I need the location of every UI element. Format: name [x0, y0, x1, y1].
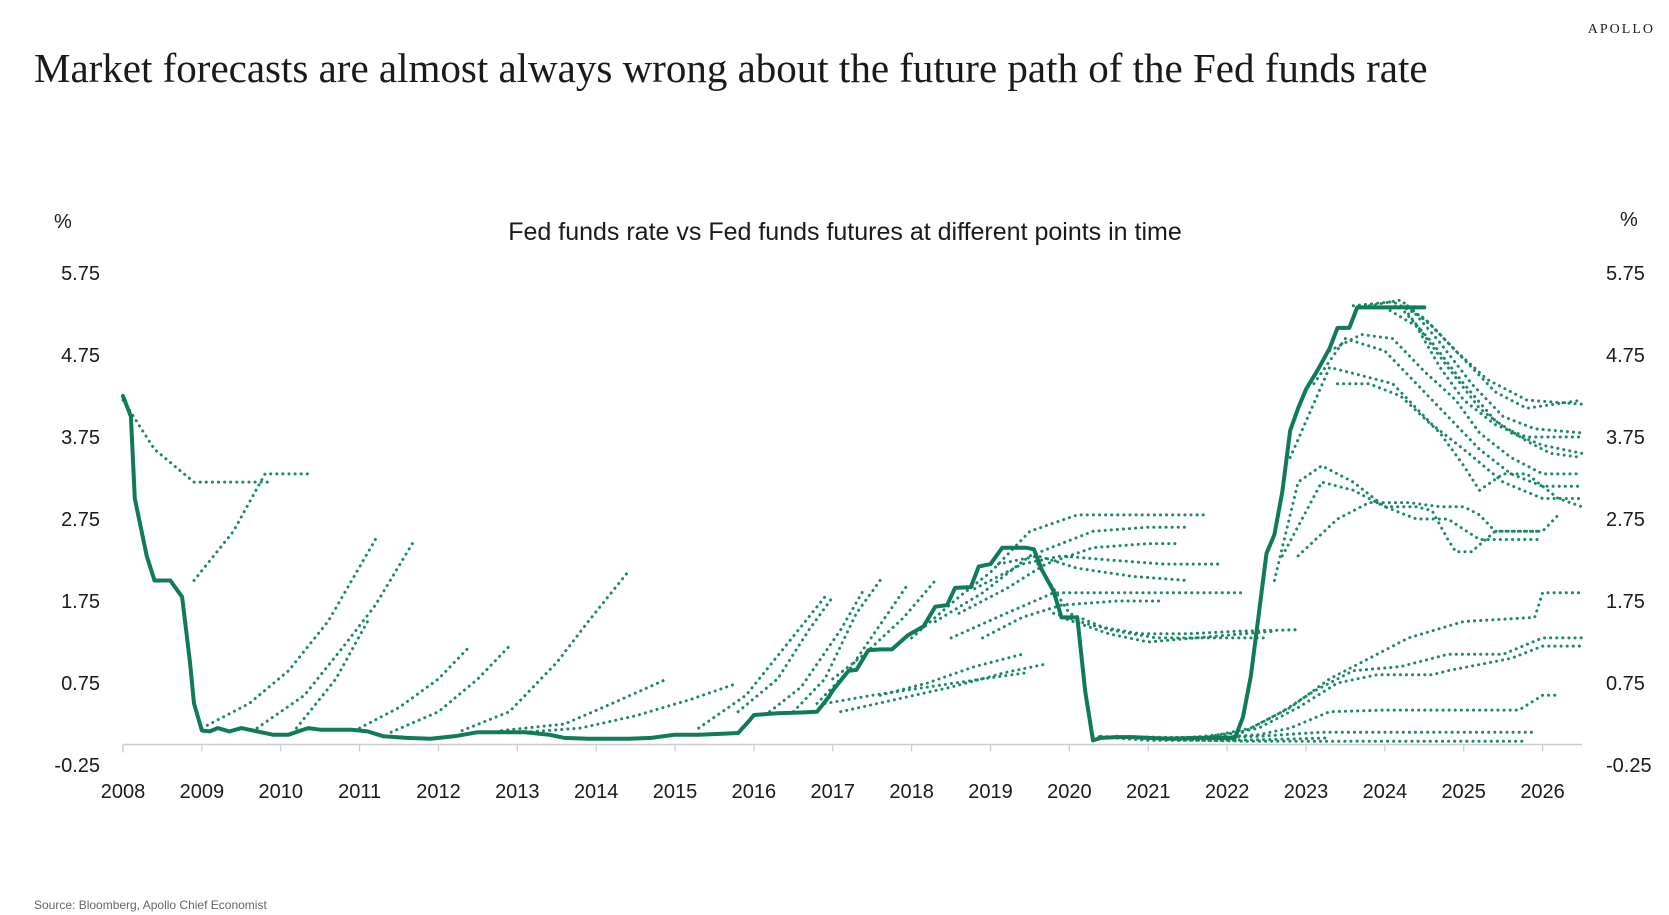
futures-curve-line	[1296, 501, 1560, 558]
y-tick-label-right: 1.75	[1606, 591, 1645, 613]
source-note: Source: Bloomberg, Apollo Chief Economis…	[34, 898, 267, 912]
x-tick-label: 2014	[574, 781, 619, 803]
x-tick-label: 2025	[1441, 781, 1486, 803]
y-tick-label-right: 3.75	[1606, 427, 1645, 449]
futures-curve-line	[1060, 615, 1276, 644]
futures-curve-line	[1288, 365, 1584, 500]
futures-curve-line	[1115, 730, 1537, 740]
futures-curve-line	[1052, 611, 1300, 636]
futures-curve-line	[1336, 382, 1584, 509]
x-tick-label: 2011	[338, 781, 381, 803]
y-tick-label-right: 2.75	[1606, 509, 1645, 531]
futures-curve-line	[1201, 591, 1584, 740]
futures-curve-line	[1036, 562, 1268, 640]
futures-curve-line	[823, 670, 1032, 705]
futures-curve-line	[815, 583, 910, 705]
axes: 2008 2009 2010 2011 2012 2013 2014 2015 2016 2017…	[54, 263, 1651, 803]
page-headline: Market forecasts are almost always wrong…	[34, 45, 1428, 91]
x-tick-label: 2017	[811, 781, 856, 803]
futures-curve-line	[460, 570, 630, 733]
futures-curve-line	[121, 398, 275, 484]
x-tick-label: 2013	[495, 781, 540, 803]
fed-funds-rate-series-group	[121, 305, 1427, 743]
futures-curve-line	[192, 472, 314, 582]
futures-curve-line	[255, 538, 417, 730]
futures-curve-line	[1186, 636, 1584, 740]
futures-curve-line	[1312, 337, 1584, 488]
y-tick-label-left: 5.75	[61, 263, 100, 285]
chart-title: Fed funds rate vs Fed funds futures at d…	[508, 218, 1182, 246]
futures-curve-line	[1099, 734, 1529, 743]
futures-series-group	[121, 298, 1584, 743]
futures-curve-line	[878, 652, 1024, 697]
y-tick-label-right: 0.75	[1606, 673, 1645, 695]
futures-curve-line	[358, 644, 472, 730]
futures-curve-line	[295, 620, 369, 730]
x-tick-label: 2010	[258, 781, 303, 803]
futures-curve-line	[933, 525, 1190, 623]
futures-curve-line	[1280, 480, 1545, 558]
fed-funds-rate-line	[121, 305, 1427, 743]
y-tick-label-left: 1.75	[61, 591, 100, 613]
x-tick-label: 2009	[180, 781, 225, 803]
y-tick-label-right: -0.25	[1606, 755, 1652, 777]
futures-curve-line	[736, 595, 835, 714]
futures-curve-line	[1383, 305, 1584, 439]
futures-curve-line	[389, 644, 511, 734]
y-axis-label-right: %	[1620, 209, 1638, 231]
x-tick-label: 2020	[1047, 781, 1092, 803]
futures-curve-line	[1272, 464, 1545, 582]
y-tick-label-left: 4.75	[61, 345, 100, 367]
x-tick-label: 2019	[968, 781, 1013, 803]
futures-curve-line	[973, 554, 1221, 591]
futures-curve-line	[1328, 333, 1584, 476]
y-tick-label-right: 5.75	[1606, 263, 1645, 285]
y-axis-label-left: %	[54, 211, 72, 233]
futures-curve-line	[910, 513, 1205, 640]
y-tick-label-left: 2.75	[61, 509, 100, 531]
futures-curve-line	[500, 677, 669, 733]
futures-curve-line	[791, 579, 882, 714]
x-tick-label: 2023	[1284, 781, 1329, 803]
futures-curve-line	[1162, 644, 1584, 740]
x-tick-label: 2024	[1363, 781, 1408, 803]
futures-curve-line	[1399, 305, 1584, 459]
futures-curve-line	[697, 595, 827, 730]
y-tick-label-left: 3.75	[61, 427, 100, 449]
y-tick-label-left: -0.25	[54, 755, 100, 777]
x-tick-label: 2022	[1205, 781, 1250, 803]
x-tick-label: 2008	[101, 781, 146, 803]
y-tick-label-left: 0.75	[61, 673, 100, 695]
futures-curve-line	[768, 587, 866, 714]
brand-logo-text: APOLLO	[1587, 22, 1655, 37]
futures-curve-line	[831, 579, 937, 681]
futures-curve-line	[981, 599, 1166, 640]
x-tick-label: 2026	[1520, 781, 1565, 803]
x-tick-label: 2015	[653, 781, 698, 803]
futures-curve-line	[1407, 312, 1584, 455]
x-tick-label: 2018	[889, 781, 934, 803]
futures-curve-line	[839, 662, 1048, 714]
futures-curve-line	[200, 538, 377, 730]
x-tick-label: 2021	[1126, 781, 1171, 803]
futures-curve-line	[523, 681, 740, 734]
futures-curve-line	[1351, 300, 1584, 406]
x-tick-label: 2012	[416, 781, 461, 803]
y-tick-label-right: 4.75	[1606, 345, 1645, 367]
futures-curve-line	[949, 591, 1245, 640]
futures-curve-line	[1367, 298, 1584, 410]
x-tick-label: 2016	[732, 781, 777, 803]
